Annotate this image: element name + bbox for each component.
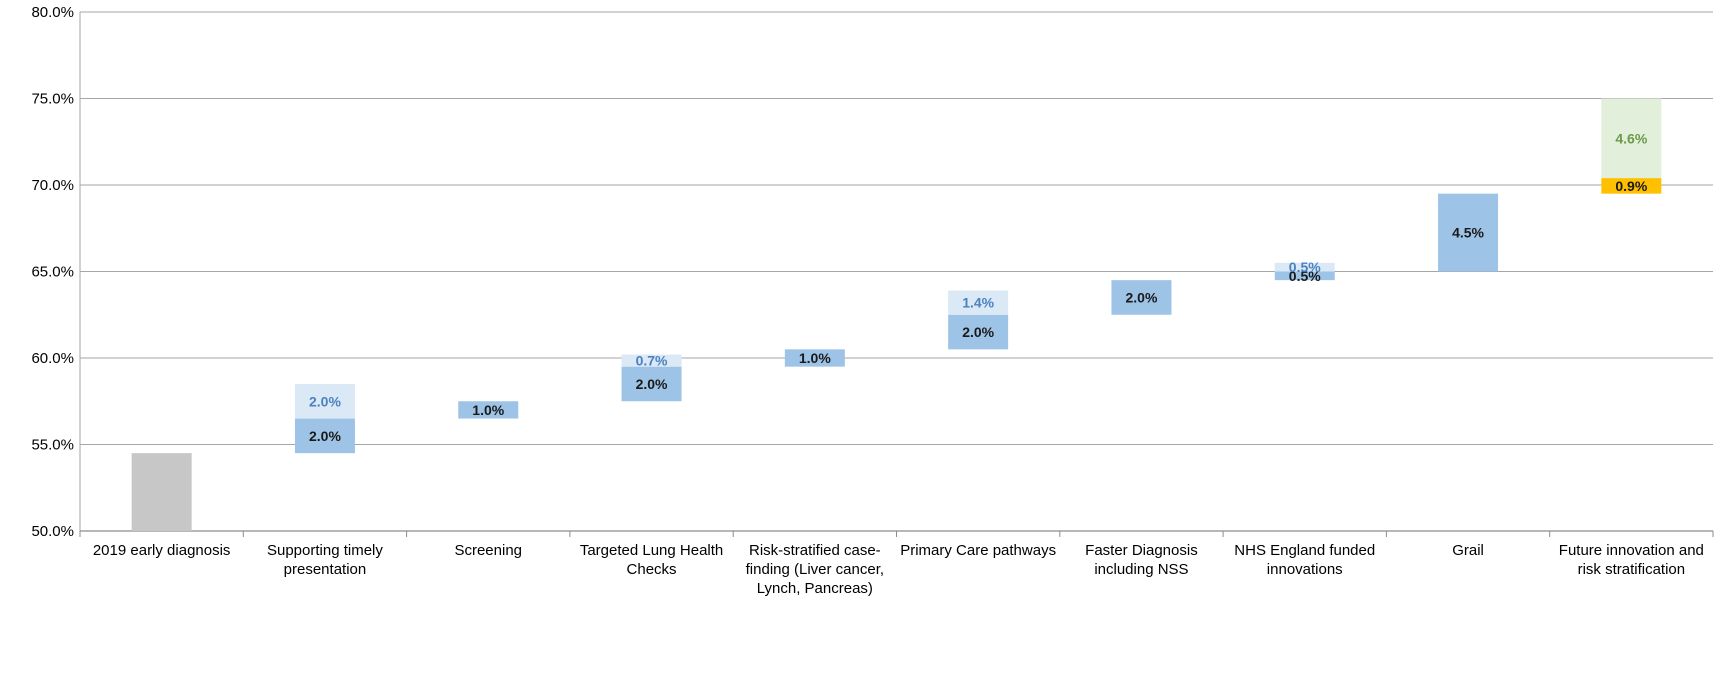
bar-segment <box>621 354 682 367</box>
x-category-label: 2019 early diagnosis <box>92 542 231 559</box>
y-tick-label: 75.0% <box>31 91 74 108</box>
y-tick-label: 70.0% <box>31 177 74 194</box>
x-category-label: Targeted Lung Health Checks <box>579 542 724 578</box>
bar-segment <box>1601 178 1662 194</box>
x-category-label: NHS England funded innovations <box>1234 542 1376 578</box>
data-label: 0.5% <box>1289 268 1321 284</box>
bar-segment <box>784 349 845 367</box>
data-label: 0.7% <box>636 353 668 369</box>
data-label: 4.5% <box>1452 225 1484 241</box>
x-category-label: Risk-stratified case-finding (Liver canc… <box>745 542 885 597</box>
x-category-label: Screening <box>454 542 523 559</box>
data-label: 2.0% <box>636 376 668 392</box>
bar-segment <box>1601 98 1662 179</box>
y-tick-label: 60.0% <box>31 350 74 367</box>
bar-segment <box>1274 262 1335 272</box>
data-label: 0.5% <box>1289 259 1321 275</box>
data-label: 4.6% <box>1615 130 1647 146</box>
data-label: 0.9% <box>1615 178 1647 194</box>
bar-segment <box>131 453 192 531</box>
y-tick-label: 65.0% <box>31 264 74 281</box>
x-category-label: Primary Care pathways <box>900 542 1057 559</box>
y-tick-label: 50.0% <box>31 523 74 540</box>
data-label: 2.0% <box>1125 289 1157 305</box>
y-tick-label: 80.0% <box>31 4 74 21</box>
data-label: 1.0% <box>472 402 504 418</box>
bar-segment <box>948 314 1009 350</box>
x-category-label: Supporting timely presentation <box>266 542 383 578</box>
bar-segment <box>458 401 519 419</box>
data-label: 2.0% <box>309 393 341 409</box>
bar-segment <box>1438 193 1499 272</box>
data-labels: 2.0% 2.0% 1.0% 2.0% 0.7% 1.0% 2.0% 1.4% 2.0% 0.5%… <box>309 130 1648 444</box>
bars <box>131 98 1662 531</box>
data-label: 2.0% <box>309 428 341 444</box>
bar-segment <box>294 383 355 419</box>
x-category-label: Faster Diagnosis including NSS <box>1085 542 1198 578</box>
data-label: 1.4% <box>962 295 994 311</box>
gridlines <box>80 11 1713 445</box>
x-category-label: Future innovation and risk stratificatio… <box>1558 542 1704 578</box>
y-tick-label: 55.0% <box>31 437 74 454</box>
bar-segment <box>948 290 1009 315</box>
bar-segment <box>621 366 682 402</box>
data-label: 2.0% <box>962 324 994 340</box>
x-category-label: Grail <box>1452 542 1484 559</box>
bar-segment <box>1111 280 1172 315</box>
data-label: 1.0% <box>799 350 831 366</box>
bar-segment <box>294 418 355 454</box>
bar-segment <box>1274 271 1335 281</box>
axes: 50.0% 55.0% 60.0% 65.0% 70.0% 75.0% 80.0% <box>31 4 1714 540</box>
